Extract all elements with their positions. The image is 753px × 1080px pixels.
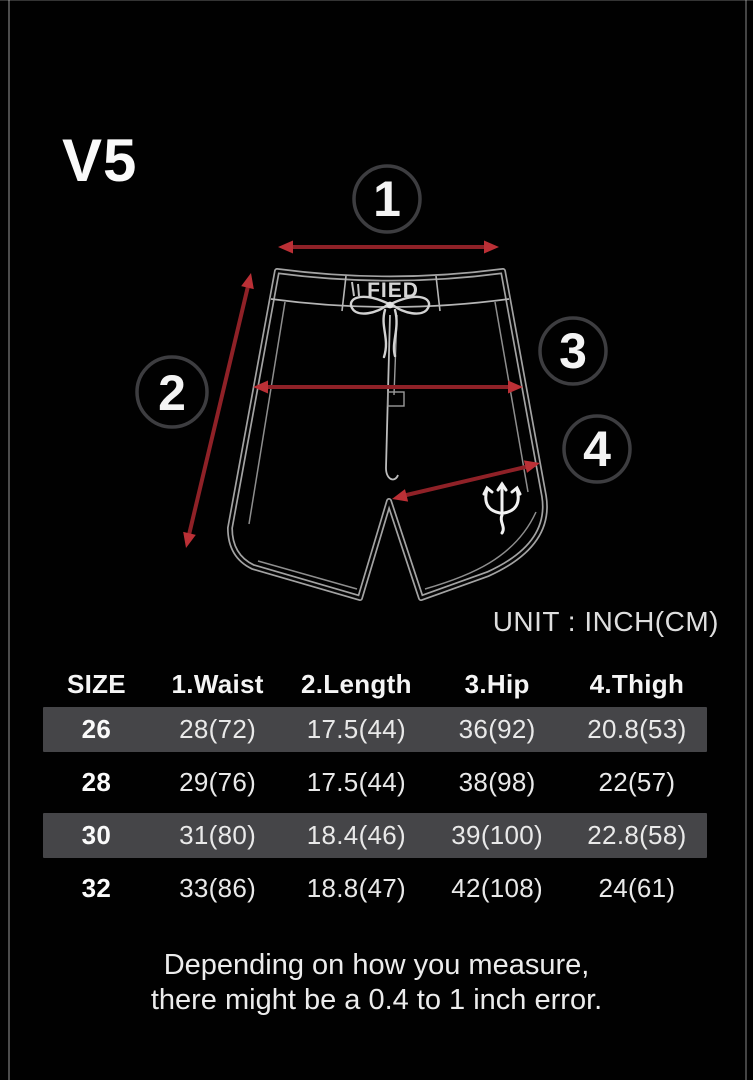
table-row-size-26: 26 28(72) 17.5(44) 36(92) 20.8(53) (43, 707, 707, 752)
cell-size: 30 (81, 820, 112, 850)
waistband-brand-label: FIED (351, 279, 419, 302)
screen-edge-right (745, 0, 747, 1080)
callout-2-number: 2 (158, 365, 186, 421)
col-header-waist: 1.Waist (171, 668, 264, 699)
trident-icon (482, 481, 522, 535)
cell-waist: 29(76) (179, 767, 257, 797)
logo-mark (351, 281, 360, 297)
size-table: SIZE 1.Waist 2.Length 3.Hip 4.Thigh 26 2… (43, 662, 707, 919)
callout-1: 1 (352, 164, 422, 234)
screen-edge-top (0, 0, 753, 1)
cell-size: 32 (81, 873, 112, 903)
page-title: V5 (62, 127, 138, 194)
cell-hip: 36(92) (458, 714, 536, 744)
callout-4-number: 4 (583, 421, 611, 477)
col-header-hip: 3.Hip (464, 668, 530, 699)
col-header-thigh: 4.Thigh (589, 668, 685, 699)
callout-2: 2 (135, 355, 209, 429)
boardshorts-outline-icon (227, 268, 548, 601)
cell-length: 18.8(47) (306, 873, 407, 903)
callout-badges: 1 2 3 4 (135, 164, 632, 484)
disclaimer-line-2: there might be a 0.4 to 1 inch error. (150, 984, 603, 1016)
measurement-disclaimer: Depending on how you measure, there migh… (0, 948, 753, 1018)
screen-edge-left (8, 0, 10, 1080)
cell-thigh: 20.8(53) (587, 714, 687, 744)
cell-length: 17.5(44) (306, 767, 407, 797)
cell-hip: 38(98) (458, 767, 536, 797)
callout-4: 4 (562, 414, 632, 484)
cell-length: 18.4(46) (306, 820, 407, 850)
col-header-length: 2.Length (301, 668, 412, 699)
cell-hip: 39(100) (451, 820, 544, 850)
callout-3: 3 (538, 316, 608, 386)
thigh-arrow (392, 460, 540, 502)
col-header-size: SIZE (66, 668, 126, 699)
disclaimer-line-1: Depending on how you measure, (163, 949, 590, 981)
cell-size: 26 (81, 714, 112, 744)
table-row-size-32: 32 33(86) 18.8(47) 42(108) 24(61) (43, 866, 707, 911)
waistband-logo-text: FIED (367, 279, 419, 302)
hip-arrow (253, 380, 523, 394)
cell-thigh: 22.8(58) (587, 820, 687, 850)
drawstring-bow-icon (349, 295, 431, 359)
measure-arrows (183, 240, 540, 548)
cell-size: 28 (81, 767, 112, 797)
cell-waist: 33(86) (179, 873, 257, 903)
cell-thigh: 24(61) (598, 873, 676, 903)
table-row-size-30: 30 31(80) 18.4(46) 39(100) 22.8(58) (43, 813, 707, 858)
cell-length: 17.5(44) (306, 714, 407, 744)
size-table-header-row: SIZE 1.Waist 2.Length 3.Hip 4.Thigh (43, 662, 707, 706)
unit-label: UNIT : INCH(CM) (492, 606, 719, 637)
table-row-size-28: 28 29(76) 17.5(44) 38(98) 22(57) (43, 760, 707, 805)
waist-arrow (278, 240, 499, 254)
cell-waist: 31(80) (179, 820, 257, 850)
callout-1-number: 1 (373, 171, 401, 227)
cell-waist: 28(72) (179, 714, 257, 744)
callout-3-number: 3 (559, 323, 587, 379)
length-arrow (183, 273, 254, 548)
cell-hip: 42(108) (451, 873, 544, 903)
cell-thigh: 22(57) (598, 767, 676, 797)
